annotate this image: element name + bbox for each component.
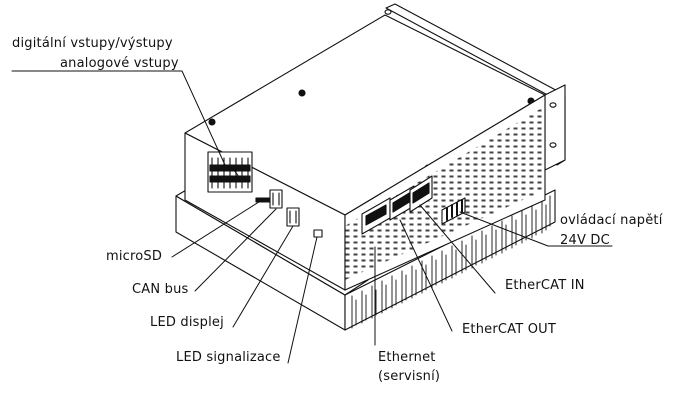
- label-supply-24v: 24V DC: [560, 233, 610, 248]
- label-can-bus: CAN bus: [132, 282, 189, 297]
- label-ethercat-out: EtherCAT OUT: [462, 322, 557, 337]
- label-ethercat-in: EtherCAT IN: [505, 278, 585, 293]
- label-led-signal: LED signalizace: [176, 350, 281, 365]
- vent-grille: [345, 106, 545, 280]
- io-terminal-block: [207, 151, 253, 193]
- ethercat-in-port: [409, 175, 433, 213]
- label-digital-io: digitální vstupy/výstupy: [12, 36, 173, 51]
- rear-flange: [384, 3, 566, 190]
- can-bus-connector: [269, 189, 283, 209]
- led-display: [286, 207, 300, 227]
- label-supply-voltage: ovládací napětí: [560, 213, 663, 228]
- label-ethernet: Ethernet: [378, 350, 436, 365]
- label-ethernet-service: (servisní): [378, 369, 441, 384]
- label-led-display: LED displej: [150, 315, 224, 330]
- label-analog-inputs: analogové vstupy: [60, 56, 179, 71]
- power-connector: [441, 197, 466, 225]
- label-microsd: microSD: [106, 249, 163, 264]
- led-indicator: [313, 229, 323, 238]
- leader-lines: [11, 70, 613, 364]
